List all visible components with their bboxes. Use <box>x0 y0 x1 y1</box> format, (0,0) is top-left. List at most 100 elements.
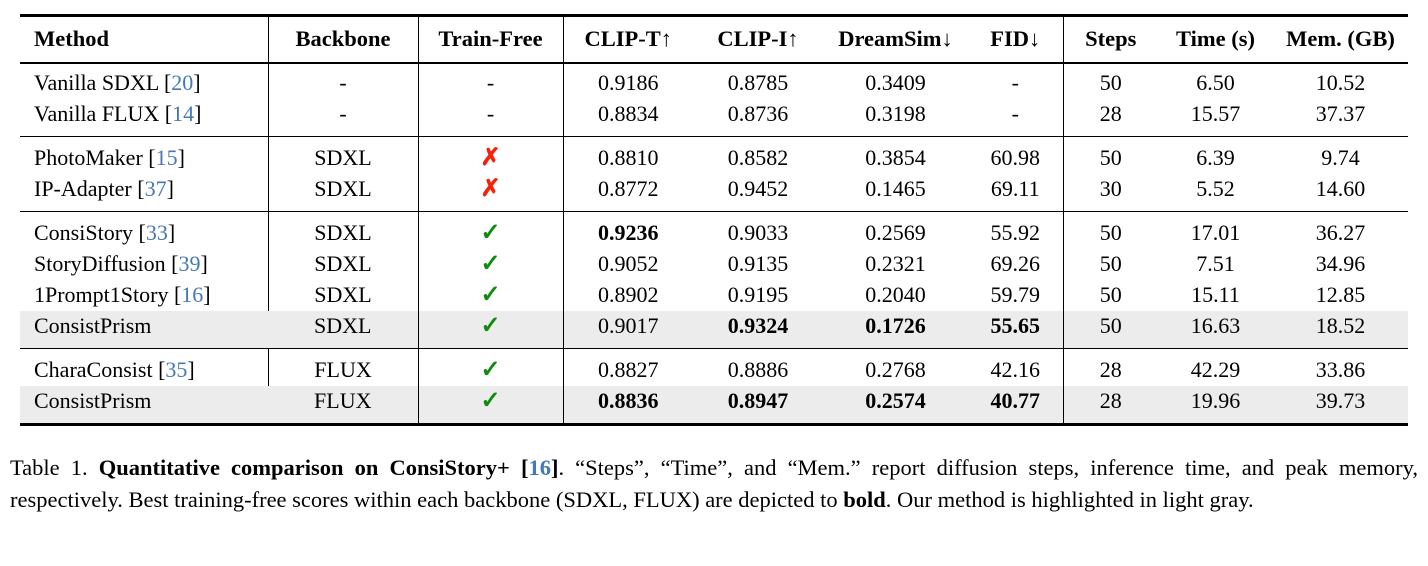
col-header-backbone: Backbone <box>268 15 419 64</box>
value-cell: 0.8736 <box>727 101 789 126</box>
method-cell: Vanilla FLUX [14] <box>20 99 269 137</box>
method-cell: StoryDiffusion [39] <box>20 249 269 280</box>
value-cell: 6.50 <box>1196 70 1235 95</box>
table-row: ConsistPrism SDXL ✓ 0.9017 0.9324 0.1726 55.65… <box>20 311 1408 349</box>
value-cell: 0.9236 <box>563 211 693 249</box>
trainfree-cell: ✓ <box>418 211 564 249</box>
method-name: ConsistPrism <box>34 313 152 338</box>
citation-link[interactable]: 15 <box>155 145 178 170</box>
value-cell: 28 <box>1099 101 1122 126</box>
value-cell: 0.1465 <box>865 176 926 201</box>
value-cell: 42.29 <box>1158 348 1273 386</box>
table-row: IP-Adapter [37] SDXL ✗ 0.8772 0.9452 0.1465 69… <box>20 174 1408 212</box>
value-cell: 39.73 <box>1273 386 1408 425</box>
check-icon: ✓ <box>480 282 501 308</box>
method-cell: Vanilla SDXL [20] <box>20 63 269 99</box>
table-header-row: Method Backbone Train-Free CLIP-T↑ CLIP-I↑ Dr… <box>20 15 1408 64</box>
method-name: 1Prompt1Story <box>34 282 169 307</box>
value-cell: 0.9195 <box>727 282 789 307</box>
dash-placeholder: - <box>486 101 495 126</box>
method-cell: ConsiStory [33] <box>20 211 269 249</box>
trainfree-cell: ✗ <box>418 136 564 174</box>
value-cell: 15.57 <box>1190 101 1241 126</box>
value-cell: 0.8902 <box>598 282 659 307</box>
value-cell: 0.2321 <box>865 251 926 276</box>
value-cell: 18.52 <box>1273 311 1408 349</box>
citation-link[interactable]: 33 <box>145 220 168 245</box>
col-header-clip-i: CLIP-I↑ <box>693 15 823 64</box>
method-name: Vanilla FLUX <box>34 101 160 126</box>
value-cell: 0.8834 <box>598 101 659 126</box>
backbone-cell: SDXL <box>268 249 419 280</box>
value-cell: 0.9452 <box>727 176 789 201</box>
value-cell: 0.9052 <box>598 251 659 276</box>
caption-text-2: . Our method is highlighted in light gra… <box>885 486 1254 512</box>
citation-link[interactable]: 39 <box>178 251 201 276</box>
citation-link[interactable]: 16 <box>181 282 204 307</box>
value-cell: 12.85 <box>1315 282 1366 307</box>
trainfree-cell: ✓ <box>418 249 564 280</box>
method-cell: ConsistPrism <box>20 311 268 349</box>
value-cell: 37.37 <box>1315 101 1366 126</box>
value-cell: 0.2040 <box>865 282 926 307</box>
check-icon: ✓ <box>480 313 501 339</box>
trainfree-cell: - <box>418 63 564 99</box>
method-cell: CharaConsist [35] <box>20 348 269 386</box>
table-row: Vanilla FLUX [14] - -0.8834 0.8736 0.3198-28… <box>20 99 1408 137</box>
value-cell: 0.8836 <box>563 386 693 425</box>
citation-link[interactable]: 35 <box>165 357 188 382</box>
value-cell: 0.3198 <box>865 101 926 126</box>
col-header-mem: Mem. (GB) <box>1273 15 1408 64</box>
value-cell: 0.8582 <box>693 136 823 174</box>
method-name: Vanilla SDXL <box>34 70 159 95</box>
citation-link[interactable]: 14 <box>172 101 195 126</box>
value-cell: 0.9186 <box>598 70 659 95</box>
citation-link[interactable]: 20 <box>171 70 194 95</box>
value-cell: 6.39 <box>1158 136 1273 174</box>
value-cell: 0.9135 <box>727 251 789 276</box>
backbone-cell: SDXL <box>268 280 419 311</box>
value-cell: - <box>968 63 1064 99</box>
value-cell: 30 <box>1099 176 1122 201</box>
col-header-dreamsim: DreamSim↓ <box>823 15 968 64</box>
citation-link[interactable]: 37 <box>144 176 167 201</box>
cross-icon: ✗ <box>480 145 501 171</box>
value-cell: 0.2768 <box>823 348 968 386</box>
value-cell: 33.86 <box>1273 348 1408 386</box>
value-cell: 0.2574 <box>823 386 968 425</box>
value-cell: 0.3854 <box>823 136 968 174</box>
citation-link[interactable]: 16 <box>528 455 551 480</box>
method-name: IP-Adapter <box>34 176 132 201</box>
value-cell: 36.27 <box>1273 211 1408 249</box>
value-cell: 50 <box>1099 70 1122 95</box>
value-cell: 0.8772 <box>598 176 659 201</box>
method-cell: 1Prompt1Story [16] <box>20 280 269 311</box>
table-region: Method Backbone Train-Free CLIP-T↑ CLIP-I↑ Dr… <box>20 14 1408 426</box>
method-cell: ConsistPrism <box>20 386 268 425</box>
value-cell: 55.65 <box>968 311 1064 349</box>
value-cell: 9.74 <box>1273 136 1408 174</box>
value-cell: 0.8886 <box>693 348 823 386</box>
method-cell: PhotoMaker [15] <box>20 136 269 174</box>
backbone-cell: FLUX <box>268 348 419 386</box>
table-row: CharaConsist [35] FLUX ✓ 0.8827 0.8886 0.2768… <box>20 348 1408 386</box>
value-cell: 0.8947 <box>693 386 823 425</box>
check-icon: ✓ <box>480 357 501 383</box>
value-cell: 50 <box>1063 211 1158 249</box>
value-cell: 69.11 <box>968 174 1064 212</box>
backbone-cell: SDXL <box>268 174 419 212</box>
caption-bold-title: Quantitative comparison on ConsiStory+ [… <box>98 455 559 480</box>
backbone-cell: SDXL <box>268 311 419 349</box>
value-cell: 50 <box>1099 251 1122 276</box>
value-cell: 0.8810 <box>563 136 693 174</box>
trainfree-cell: - <box>418 99 564 137</box>
method-name: ConsistPrism <box>34 388 152 413</box>
value-cell: 40.77 <box>968 386 1064 425</box>
value-cell: 59.79 <box>968 280 1064 311</box>
backbone-cell: FLUX <box>268 386 419 425</box>
col-header-clip-t: CLIP-T↑ <box>563 15 693 64</box>
value-cell: 50 <box>1063 136 1158 174</box>
value-cell: 42.16 <box>968 348 1064 386</box>
method-name: PhotoMaker <box>34 145 143 170</box>
table-body: Vanilla SDXL [20] - -0.9186 0.8785 0.3409-50… <box>20 63 1408 425</box>
